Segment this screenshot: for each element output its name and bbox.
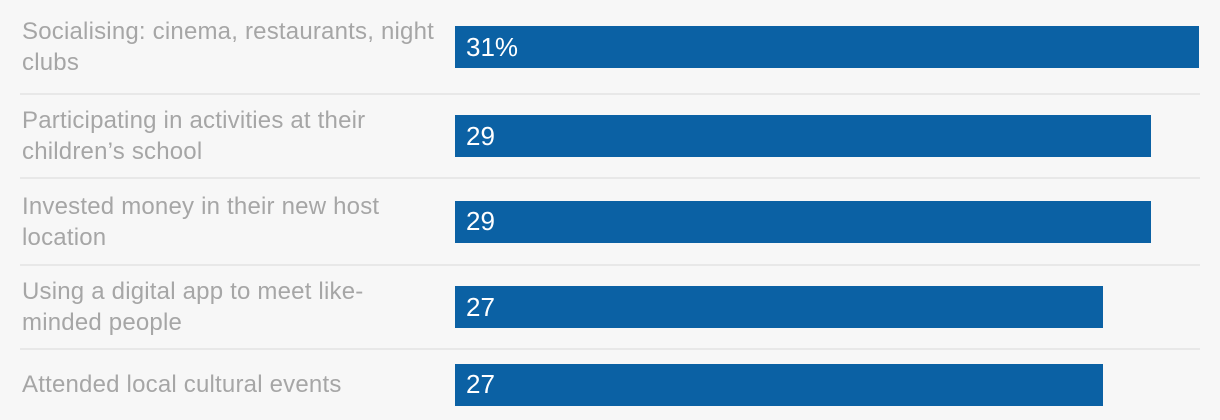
bar-track: 27	[455, 286, 1220, 328]
category-label: Using a digital app to meet like-minded …	[22, 278, 364, 336]
category-label: Invested money in their new host locatio…	[22, 192, 380, 251]
bar-value-label: 27	[466, 291, 495, 322]
category-label: Socialising: cinema, restaurants, night …	[22, 18, 435, 76]
bar-value-label: 29	[466, 206, 495, 236]
bar-value-label: 29	[466, 120, 495, 151]
row-divider	[20, 348, 1200, 350]
bar-row: Attended local cultural events 27	[0, 348, 1220, 420]
bar-track: 31%	[455, 26, 1220, 68]
bar-track: 29	[455, 115, 1220, 157]
category-label: Participating in activities at their chi…	[22, 107, 366, 165]
category-label: Attended local cultural events	[22, 371, 342, 398]
bar-row: Socialising: cinema, restaurants, night …	[0, 0, 1220, 94]
bar: 29	[455, 200, 1151, 243]
bar-row: Using a digital app to meet like-minded …	[0, 264, 1220, 349]
bar-value-label: 31%	[466, 31, 519, 62]
row-divider	[20, 177, 1200, 179]
bar-row: Invested money in their new host locatio…	[0, 177, 1220, 265]
bar: 27	[455, 363, 1103, 406]
bar: 31%	[455, 26, 1199, 68]
bar-value-label: 27	[466, 369, 495, 399]
bar-track: 29	[455, 200, 1220, 243]
row-divider	[20, 93, 1200, 95]
row-divider	[20, 264, 1200, 266]
bar-track: 27	[455, 363, 1220, 406]
bar: 27	[455, 286, 1103, 328]
bar-row: Participating in activities at their chi…	[0, 93, 1220, 178]
bar: 29	[455, 115, 1151, 157]
